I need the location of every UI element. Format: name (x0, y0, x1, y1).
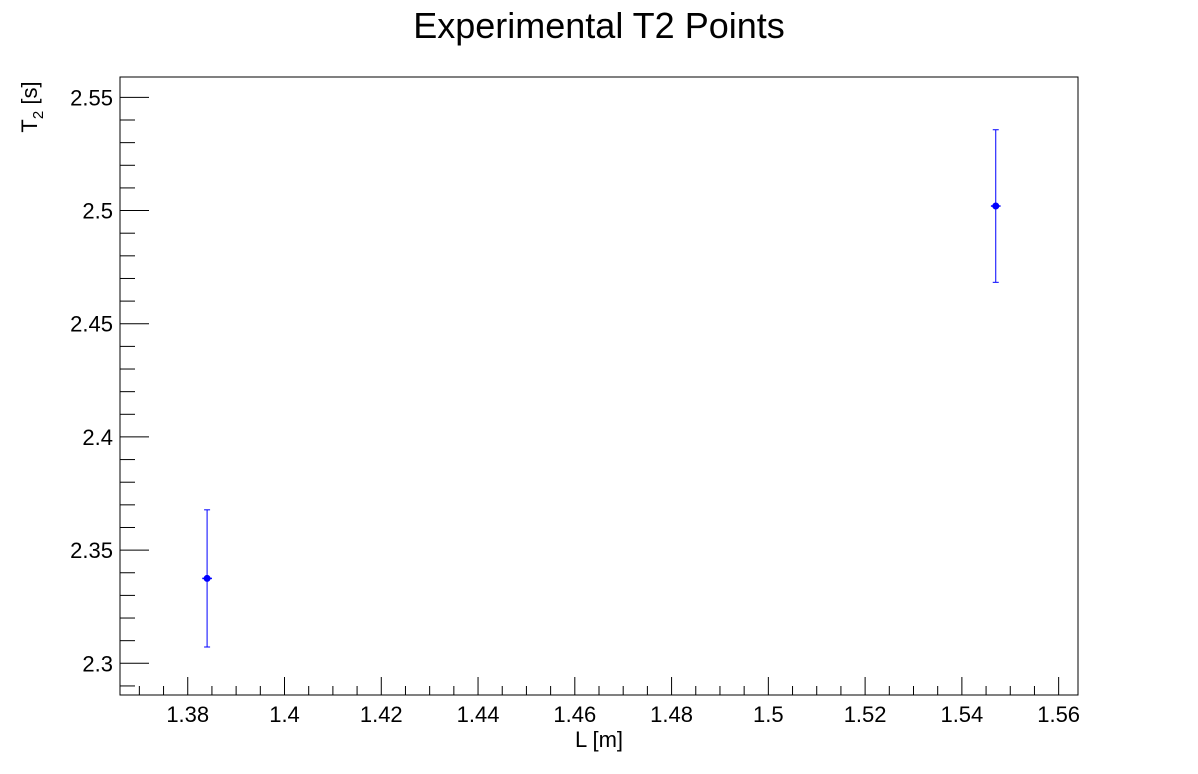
x-tick-label: 1.52 (844, 702, 887, 727)
x-tick-label: 1.48 (650, 702, 693, 727)
y-axis-label: T2 [s] (17, 81, 47, 132)
y-tick-label: 2.35 (70, 538, 113, 563)
y-tick-label: 2.4 (82, 425, 113, 450)
x-axis-label: L [m] (575, 727, 623, 752)
y-axis-ticks (120, 96, 149, 687)
y-axis-tick-labels: 2.3 2.35 2.4 2.45 2.5 2.55 (70, 85, 113, 676)
y-tick-label: 2.5 (82, 199, 113, 224)
x-tick-label: 1.44 (457, 702, 500, 727)
y-axis-label-main: T (17, 119, 42, 132)
data-marker (992, 202, 1000, 210)
x-tick-label: 1.54 (940, 702, 983, 727)
data-series (202, 129, 1001, 648)
data-point (990, 129, 1001, 283)
y-tick-label: 2.45 (70, 312, 113, 337)
y-tick-label: 2.3 (82, 651, 113, 676)
x-tick-label: 1.46 (553, 702, 596, 727)
plot-frame (119, 76, 1079, 696)
data-point (202, 509, 212, 648)
x-tick-label: 1.42 (360, 702, 403, 727)
x-tick-label: 1.5 (753, 702, 784, 727)
chart-title: Experimental T2 Points (413, 5, 785, 46)
y-axis-label-unit: [s] (17, 81, 42, 110)
x-tick-label: 1.4 (269, 702, 300, 727)
data-marker (203, 574, 211, 582)
x-axis-tick-labels: 1.38 1.4 1.42 1.44 1.46 1.48 1.5 1.52 1.54 1.56 (166, 702, 1080, 727)
x-tick-label: 1.38 (166, 702, 209, 727)
y-axis-label-subscript: 2 (30, 111, 47, 119)
y-tick-label: 2.55 (70, 85, 113, 110)
x-axis-ticks (138, 677, 1060, 695)
x-tick-label: 1.56 (1037, 702, 1080, 727)
